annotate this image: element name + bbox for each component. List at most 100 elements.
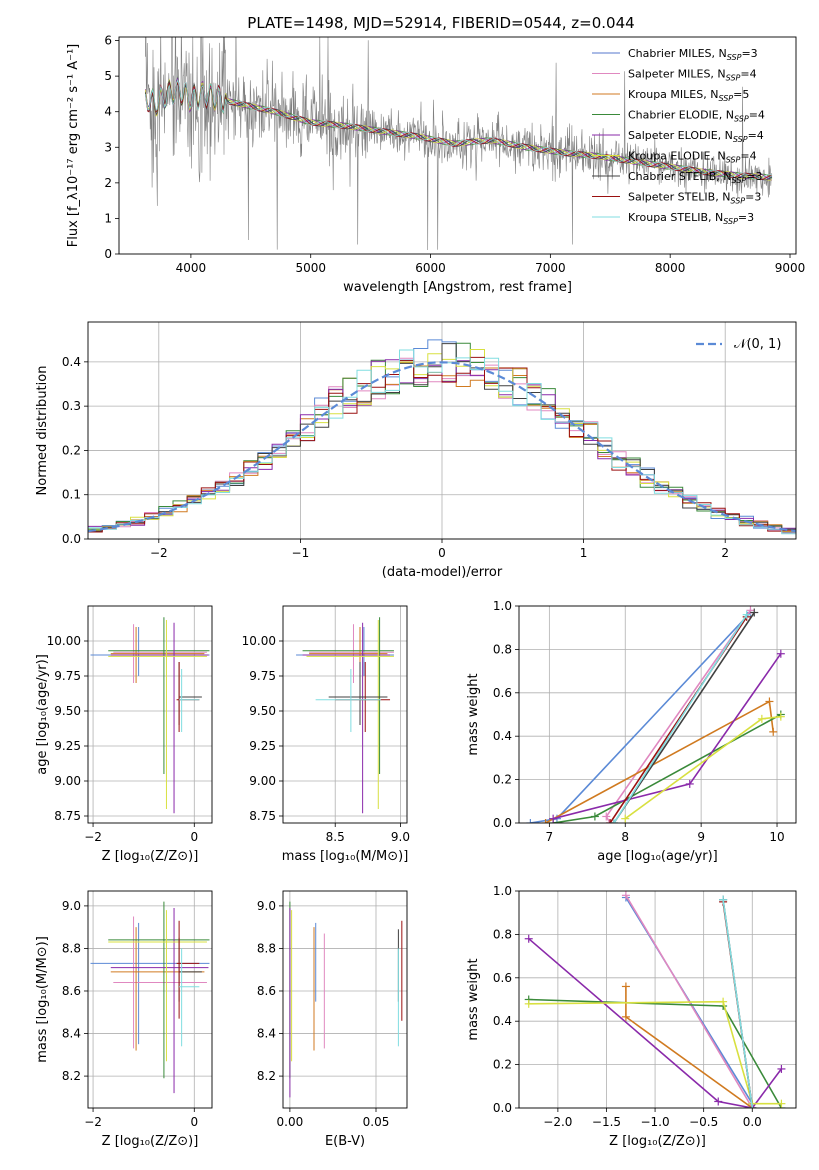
- axes-frame: [87, 321, 797, 540]
- axes-frame: [118, 36, 797, 255]
- x-axis-label: Z [log₁₀(Z/Z⊙)]: [102, 849, 199, 864]
- weight-marker: [776, 712, 785, 721]
- errorbar-point: [108, 901, 210, 1079]
- y-tick-label: 0.8: [493, 642, 512, 656]
- y-tick-label: 0.4: [493, 1014, 512, 1028]
- weight-line: [613, 612, 755, 823]
- weight-marker: [748, 1104, 757, 1108]
- y-tick-label: 9.75: [249, 669, 276, 683]
- errorbar-point: [306, 620, 394, 809]
- legend-entry: Kroupa STELIB, NSSP=3: [628, 211, 754, 226]
- weight-marker: [602, 812, 611, 821]
- axes-frame: [282, 890, 408, 1109]
- weight-marker: [621, 891, 630, 900]
- y-axis-label: mass [log₁₀(M/M⊙)]: [35, 936, 50, 1063]
- x-tick-label: 4000: [176, 261, 207, 275]
- errorbar-point: [302, 622, 391, 814]
- y-tick-label: 9.50: [54, 704, 81, 718]
- legend-entry: Chabrier STELIB, NSSP=3: [628, 170, 762, 185]
- y-tick-label: 9.0: [62, 899, 81, 913]
- x-tick-label: 7000: [535, 261, 566, 275]
- y-axis-label: Normed distribution: [35, 366, 50, 496]
- x-tick-label: −2: [84, 1115, 102, 1129]
- errorbar-plot-area: [90, 617, 210, 814]
- x-tick-label: 2: [721, 546, 729, 560]
- y-tick-label: 8.75: [249, 809, 276, 823]
- y-tick-label: 0.1: [62, 488, 81, 502]
- errorbar-point: [179, 948, 200, 1047]
- x-tick-label: 7: [546, 830, 554, 844]
- weight-marker: [526, 819, 535, 823]
- errorbar-plot-area: [289, 901, 403, 1098]
- errorbar-point: [315, 669, 381, 732]
- y-tick-label: 8.8: [257, 941, 276, 955]
- weight-line: [613, 614, 748, 823]
- errorbar-point: [179, 669, 200, 732]
- x-tick-label: 9.0: [391, 830, 410, 844]
- line-plot-area: [524, 891, 786, 1108]
- weight-marker: [621, 982, 630, 991]
- y-tick-label: 0.8: [493, 927, 512, 941]
- x-tick-label: 0.05: [363, 1115, 390, 1129]
- spectrum-plot-area: [145, 37, 773, 251]
- y-tick-label: 0.2: [62, 443, 81, 457]
- axes-frame: [87, 605, 213, 824]
- y-tick-label: 8.4: [257, 1027, 276, 1041]
- x-tick-label: −2: [84, 830, 102, 844]
- x-tick-label: −1.5: [592, 1115, 621, 1129]
- x-tick-label: 8.5: [326, 830, 345, 844]
- weight-marker: [621, 814, 630, 823]
- model-spectrum: [145, 80, 773, 181]
- errorbar-point: [108, 617, 210, 774]
- weight-vs-age-panel: 7 8 9 10 0.0 0.2 0.4 0.6 0.8 1.0 age [log₁₀(age/yr…: [466, 599, 797, 864]
- errorbar-point: [328, 662, 388, 725]
- y-tick-label: 9.75: [54, 669, 81, 683]
- y-tick-label: 10.00: [47, 634, 81, 648]
- x-tick-label: 8000: [655, 261, 686, 275]
- weight-marker: [685, 779, 694, 788]
- y-tick-label: 8.4: [62, 1027, 81, 1041]
- legend-entry: Salpeter STELIB, NSSP=3: [628, 191, 761, 206]
- x-tick-label: 9000: [775, 261, 806, 275]
- y-tick-label: 8.8: [62, 941, 81, 955]
- y-tick-label: 0.0: [493, 816, 512, 830]
- x-tick-label: −1.0: [640, 1115, 669, 1129]
- weight-marker: [777, 1099, 786, 1108]
- y-tick-label: 0.0: [62, 532, 81, 546]
- weight-marker: [765, 697, 774, 706]
- weight-marker: [524, 934, 533, 943]
- weight-marker: [719, 997, 728, 1006]
- weight-marker: [714, 1097, 723, 1106]
- legend-entry: Kroupa ELODIE, NSSP=4: [628, 150, 757, 165]
- spectrum-panel: PLATE=1498, MJD=52914, FIBERID=0544, z=0…: [66, 14, 806, 295]
- chart-title: PLATE=1498, MJD=52914, FIBERID=0544, z=0…: [247, 14, 634, 32]
- mass-vs-reddening-panel: 0.00 0.05 8.2 8.4 8.6 8.8 9.0 E(B-V): [257, 890, 408, 1149]
- axes-frame: [87, 890, 213, 1109]
- y-tick-label: 8.75: [54, 809, 81, 823]
- age-vs-mass-panel: 8.5 9.0 8.75 9.00 9.25 9.50 9.75 10.00 mass [log…: [242, 605, 410, 864]
- y-tick-label: 1.0: [493, 884, 512, 898]
- x-tick-label: 6000: [415, 261, 446, 275]
- y-tick-label: 0.2: [493, 1058, 512, 1072]
- x-axis-label: Z [log₁₀(Z/Z⊙)]: [609, 1134, 706, 1149]
- model-spectrum: [145, 76, 773, 180]
- legend-entry: 𝒩(0, 1): [734, 337, 781, 352]
- x-axis-label: Z [log₁₀(Z/Z⊙)]: [102, 1134, 199, 1149]
- normal-reference-curve: [88, 361, 796, 533]
- y-tick-label: 0.3: [62, 399, 81, 413]
- y-tick-label: 2: [104, 176, 112, 190]
- y-axis-label: mass weight: [466, 958, 481, 1040]
- y-axis-label: mass weight: [466, 673, 481, 755]
- y-tick-label: 0.4: [62, 355, 81, 369]
- x-tick-label: 0: [190, 1115, 198, 1129]
- x-tick-label: 0.00: [277, 1115, 304, 1129]
- errorbar-point: [90, 627, 210, 676]
- legend-entry: Kroupa MILES, NSSP=5: [628, 88, 749, 103]
- x-axis-label: mass [log₁₀(M/M⊙)]: [282, 849, 409, 864]
- x-axis-label: wavelength [Angstrom, rest frame]: [343, 280, 572, 295]
- weight-line: [528, 1000, 782, 1105]
- weight-marker: [750, 608, 759, 617]
- y-tick-label: 9.00: [249, 774, 276, 788]
- errorbar-plot-area: [296, 617, 394, 814]
- y-tick-label: 1.0: [493, 599, 512, 613]
